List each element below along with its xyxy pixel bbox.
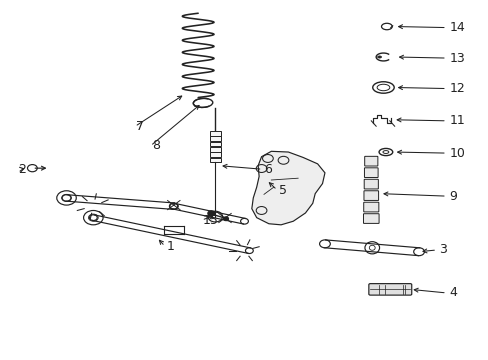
FancyBboxPatch shape: [368, 284, 411, 295]
Text: 1: 1: [166, 240, 174, 253]
Text: 12: 12: [448, 82, 464, 95]
Text: 4: 4: [448, 287, 456, 300]
Text: 10: 10: [448, 147, 464, 159]
Polygon shape: [251, 151, 325, 225]
Text: 6: 6: [264, 163, 271, 176]
Text: 14: 14: [448, 21, 464, 34]
FancyBboxPatch shape: [209, 147, 220, 152]
FancyBboxPatch shape: [363, 191, 378, 201]
Text: 3: 3: [439, 243, 447, 256]
Text: 13: 13: [448, 51, 464, 64]
Text: 5: 5: [278, 184, 286, 197]
Circle shape: [223, 217, 228, 221]
FancyBboxPatch shape: [209, 136, 220, 141]
FancyBboxPatch shape: [209, 131, 220, 135]
FancyBboxPatch shape: [364, 179, 378, 189]
FancyBboxPatch shape: [364, 168, 377, 177]
FancyBboxPatch shape: [364, 156, 377, 166]
Text: 2: 2: [18, 163, 25, 176]
Text: 11: 11: [448, 114, 464, 127]
Circle shape: [207, 211, 214, 216]
FancyBboxPatch shape: [363, 202, 378, 212]
Ellipse shape: [377, 56, 381, 58]
Text: 9: 9: [448, 190, 456, 203]
FancyBboxPatch shape: [209, 158, 220, 162]
Text: 8: 8: [152, 139, 160, 152]
FancyBboxPatch shape: [363, 214, 378, 224]
FancyBboxPatch shape: [209, 141, 220, 146]
Text: 15: 15: [203, 214, 219, 227]
Text: 7: 7: [136, 121, 144, 134]
FancyBboxPatch shape: [209, 152, 220, 157]
